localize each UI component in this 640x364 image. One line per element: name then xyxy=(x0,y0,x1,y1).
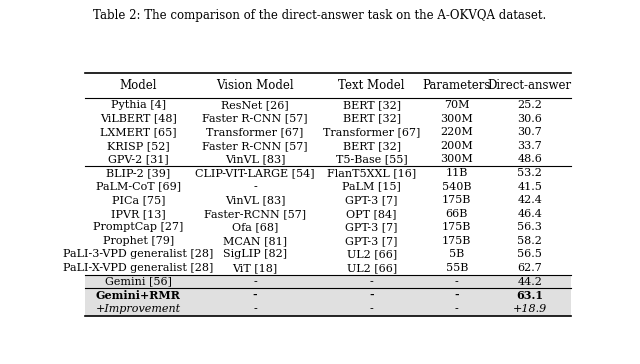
Text: VinVL [83]: VinVL [83] xyxy=(225,154,285,165)
Text: Vision Model: Vision Model xyxy=(216,79,294,92)
Text: 30.7: 30.7 xyxy=(517,127,542,137)
Text: +18.9: +18.9 xyxy=(513,304,547,314)
Text: -: - xyxy=(455,277,459,286)
Text: UL2 [66]: UL2 [66] xyxy=(347,249,397,260)
Text: Direct-answer: Direct-answer xyxy=(488,79,572,92)
Text: 30.6: 30.6 xyxy=(517,114,542,124)
Text: Gemini+RMR: Gemini+RMR xyxy=(96,290,181,301)
Text: -: - xyxy=(370,277,374,286)
Text: GPT-3 [7]: GPT-3 [7] xyxy=(346,195,398,205)
Text: 25.2: 25.2 xyxy=(517,100,542,110)
Text: Parameters: Parameters xyxy=(422,79,491,92)
Text: IPVR [13]: IPVR [13] xyxy=(111,209,166,219)
Text: 63.1: 63.1 xyxy=(516,290,543,301)
Text: T5-Base [55]: T5-Base [55] xyxy=(336,154,408,165)
Text: 5B: 5B xyxy=(449,249,465,260)
Text: -: - xyxy=(253,290,257,301)
Text: 58.2: 58.2 xyxy=(517,236,542,246)
Text: Faster-RCNN [57]: Faster-RCNN [57] xyxy=(204,209,306,219)
Text: 48.6: 48.6 xyxy=(517,154,542,165)
Text: 175B: 175B xyxy=(442,222,472,232)
Text: BERT [32]: BERT [32] xyxy=(342,114,401,124)
Text: 300M: 300M xyxy=(440,114,473,124)
Text: 44.2: 44.2 xyxy=(517,277,542,286)
Bar xyxy=(85,275,571,288)
Text: KRISP [52]: KRISP [52] xyxy=(107,141,170,151)
Text: Gemini [56]: Gemini [56] xyxy=(105,277,172,286)
Text: ResNet [26]: ResNet [26] xyxy=(221,100,289,110)
Text: -: - xyxy=(253,304,257,314)
Text: FlanT5XXL [16]: FlanT5XXL [16] xyxy=(327,168,417,178)
Text: BERT [32]: BERT [32] xyxy=(342,100,401,110)
Bar xyxy=(85,288,571,302)
Text: VinVL [83]: VinVL [83] xyxy=(225,195,285,205)
Text: Prophet [79]: Prophet [79] xyxy=(103,236,174,246)
Text: Text Model: Text Model xyxy=(339,79,405,92)
Text: -: - xyxy=(455,304,459,314)
Text: CLIP-VIT-LARGE [54]: CLIP-VIT-LARGE [54] xyxy=(195,168,315,178)
Text: GPT-3 [7]: GPT-3 [7] xyxy=(346,222,398,232)
Text: Faster R-CNN [57]: Faster R-CNN [57] xyxy=(202,141,308,151)
Text: BERT [32]: BERT [32] xyxy=(342,141,401,151)
Text: SigLIP [82]: SigLIP [82] xyxy=(223,249,287,260)
Text: -: - xyxy=(454,290,459,301)
Text: Transformer [67]: Transformer [67] xyxy=(207,127,304,137)
Text: 300M: 300M xyxy=(440,154,473,165)
Text: ViLBERT [48]: ViLBERT [48] xyxy=(100,114,177,124)
Text: -: - xyxy=(370,304,374,314)
Text: 42.4: 42.4 xyxy=(517,195,542,205)
Text: 46.4: 46.4 xyxy=(517,209,542,219)
Text: 175B: 175B xyxy=(442,236,472,246)
Text: OPT [84]: OPT [84] xyxy=(346,209,397,219)
Text: -: - xyxy=(369,290,374,301)
Text: -: - xyxy=(253,277,257,286)
Text: GPT-3 [7]: GPT-3 [7] xyxy=(346,236,398,246)
Text: UL2 [66]: UL2 [66] xyxy=(347,263,397,273)
Bar xyxy=(85,302,571,316)
Text: MCAN [81]: MCAN [81] xyxy=(223,236,287,246)
Text: 540B: 540B xyxy=(442,182,472,191)
Text: Ofa [68]: Ofa [68] xyxy=(232,222,278,232)
Text: PaLM-CoT [69]: PaLM-CoT [69] xyxy=(96,182,181,191)
Text: 62.7: 62.7 xyxy=(517,263,542,273)
Text: 55B: 55B xyxy=(445,263,468,273)
Text: +Improvement: +Improvement xyxy=(96,304,181,314)
Text: GPV-2 [31]: GPV-2 [31] xyxy=(108,154,169,165)
Text: 56.3: 56.3 xyxy=(517,222,542,232)
Text: Transformer [67]: Transformer [67] xyxy=(323,127,420,137)
Text: PaLI-X-VPD generalist [28]: PaLI-X-VPD generalist [28] xyxy=(63,263,214,273)
Text: 53.2: 53.2 xyxy=(517,168,542,178)
Text: PICa [75]: PICa [75] xyxy=(111,195,165,205)
Text: 33.7: 33.7 xyxy=(517,141,542,151)
Text: Faster R-CNN [57]: Faster R-CNN [57] xyxy=(202,114,308,124)
Text: 200M: 200M xyxy=(440,141,473,151)
Text: LXMERT [65]: LXMERT [65] xyxy=(100,127,177,137)
Text: 41.5: 41.5 xyxy=(517,182,542,191)
Text: 70M: 70M xyxy=(444,100,470,110)
Text: 66B: 66B xyxy=(445,209,468,219)
Text: -: - xyxy=(253,182,257,191)
Text: 220M: 220M xyxy=(440,127,473,137)
Text: Model: Model xyxy=(120,79,157,92)
Text: Table 2: The comparison of the direct-answer task on the A-OKVQA dataset.: Table 2: The comparison of the direct-an… xyxy=(93,9,547,22)
Text: 11B: 11B xyxy=(445,168,468,178)
Text: 56.5: 56.5 xyxy=(517,249,542,260)
Text: PaLM [15]: PaLM [15] xyxy=(342,182,401,191)
Text: PromptCap [27]: PromptCap [27] xyxy=(93,222,184,232)
Text: BLIP-2 [39]: BLIP-2 [39] xyxy=(106,168,170,178)
Text: Pythia [4]: Pythia [4] xyxy=(111,100,166,110)
Text: PaLI-3-VPD generalist [28]: PaLI-3-VPD generalist [28] xyxy=(63,249,214,260)
Text: ViT [18]: ViT [18] xyxy=(232,263,278,273)
Text: 175B: 175B xyxy=(442,195,472,205)
